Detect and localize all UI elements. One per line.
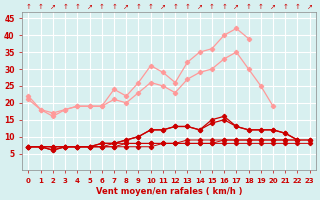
X-axis label: Vent moyen/en rafales ( km/h ): Vent moyen/en rafales ( km/h ): [96, 187, 242, 196]
